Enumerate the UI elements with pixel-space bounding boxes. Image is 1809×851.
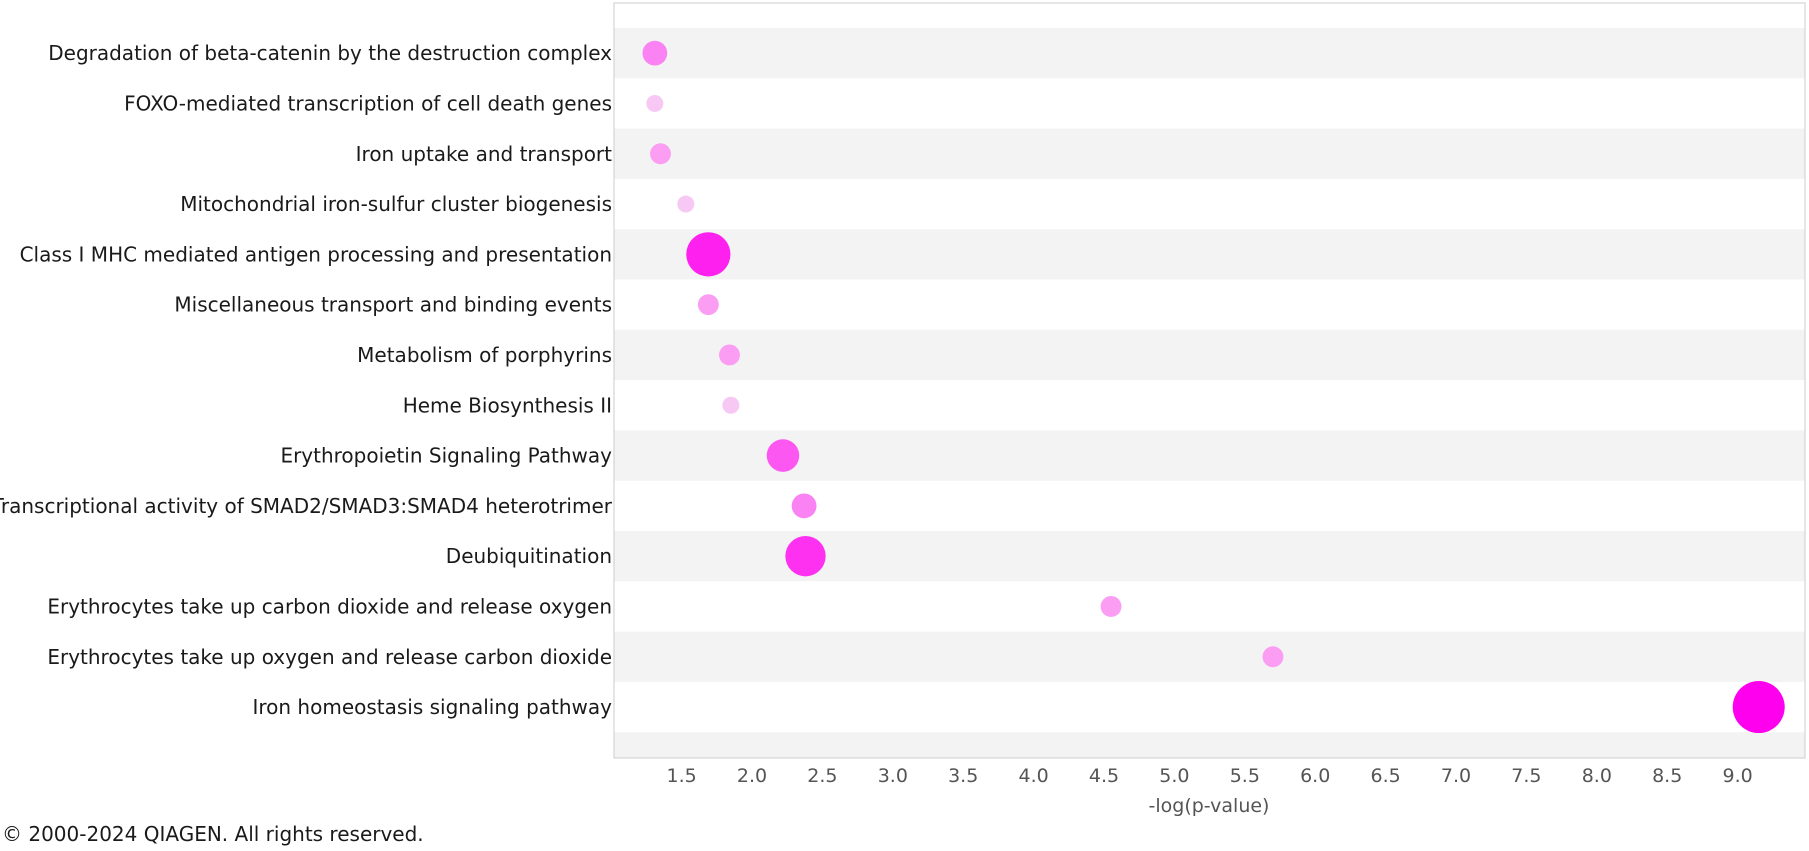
- category-label: Deubiquitination: [446, 544, 612, 568]
- row-stripe: [614, 128, 1805, 179]
- category-label: Erythrocytes take up carbon dioxide and …: [47, 594, 612, 618]
- category-labels: Degradation of beta-catenin by the destr…: [0, 41, 613, 719]
- row-stripe: [614, 430, 1805, 481]
- x-tick-label: 9.0: [1722, 765, 1752, 787]
- x-tick-label: 7.0: [1441, 765, 1471, 787]
- category-label: Metabolism of porphyrins: [357, 343, 612, 367]
- category-label: Degradation of beta-catenin by the destr…: [48, 41, 612, 65]
- data-bubble: [697, 294, 719, 316]
- category-label: Erythropoietin Signaling Pathway: [280, 444, 612, 468]
- data-bubbles: [642, 40, 1785, 734]
- x-axis-ticks: 1.5 2.0 2.5 3.0 3.5 4.0 4.5 5.0 5.5 6.0 6.5 7.0 7.5 8…: [666, 765, 1752, 787]
- category-label: Transcriptional activity of SMAD2/SMAD3:…: [0, 494, 613, 518]
- plot-border: [613, 2, 1806, 759]
- x-axis-title: -log(p-value): [1149, 795, 1270, 817]
- copyright-notice: © 2000-2024 QIAGEN. All rights reserved.: [2, 822, 424, 846]
- x-tick-label: 4.5: [1089, 765, 1119, 787]
- row-stripe: [614, 631, 1805, 682]
- x-tick-label: 7.5: [1511, 765, 1541, 787]
- x-tick-label: 8.0: [1582, 765, 1612, 787]
- row-stripes: [614, 28, 1805, 758]
- x-tick-label: 8.5: [1652, 765, 1682, 787]
- x-tick-label: 5.5: [1230, 765, 1260, 787]
- plot-frame: [613, 2, 1806, 759]
- data-bubble: [677, 195, 695, 213]
- category-label: Erythrocytes take up oxygen and release …: [47, 645, 612, 669]
- data-bubble: [650, 143, 671, 165]
- row-stripe: [614, 329, 1805, 381]
- data-bubble: [686, 232, 731, 277]
- data-bubble: [722, 396, 740, 414]
- x-tick-label: 2.5: [807, 765, 837, 787]
- data-bubble: [1100, 596, 1122, 617]
- data-bubble: [766, 439, 800, 472]
- row-stripe: [614, 28, 1805, 79]
- x-tick-label: 6.0: [1300, 765, 1330, 787]
- x-tick-label: 3.0: [878, 765, 908, 787]
- category-label: Mitochondrial iron-sulfur cluster biogen…: [180, 192, 612, 216]
- category-label: Heme Biosynthesis II: [403, 393, 612, 417]
- data-bubble: [1732, 681, 1785, 734]
- x-tick-label: 3.5: [948, 765, 978, 787]
- data-bubble: [785, 535, 826, 577]
- category-label: Iron homeostasis signaling pathway: [252, 695, 612, 719]
- category-label: Miscellaneous transport and binding even…: [174, 293, 612, 317]
- category-label: FOXO-mediated transcription of cell deat…: [124, 91, 612, 115]
- category-label: Iron uptake and transport: [356, 142, 613, 166]
- data-bubble: [642, 40, 668, 66]
- data-bubble: [791, 493, 817, 519]
- x-tick-label: 4.0: [1018, 765, 1048, 787]
- row-stripe: [614, 732, 1805, 758]
- x-tick-label: 6.5: [1370, 765, 1400, 787]
- row-stripe: [614, 229, 1805, 280]
- category-label: Class I MHC mediated antigen processing …: [20, 242, 612, 266]
- data-bubble: [719, 344, 740, 366]
- x-tick-label: 5.0: [1159, 765, 1189, 787]
- x-tick-label: 1.5: [666, 765, 696, 787]
- data-bubble: [1262, 646, 1284, 668]
- x-tick-label: 2.0: [737, 765, 767, 787]
- data-bubble: [646, 94, 664, 112]
